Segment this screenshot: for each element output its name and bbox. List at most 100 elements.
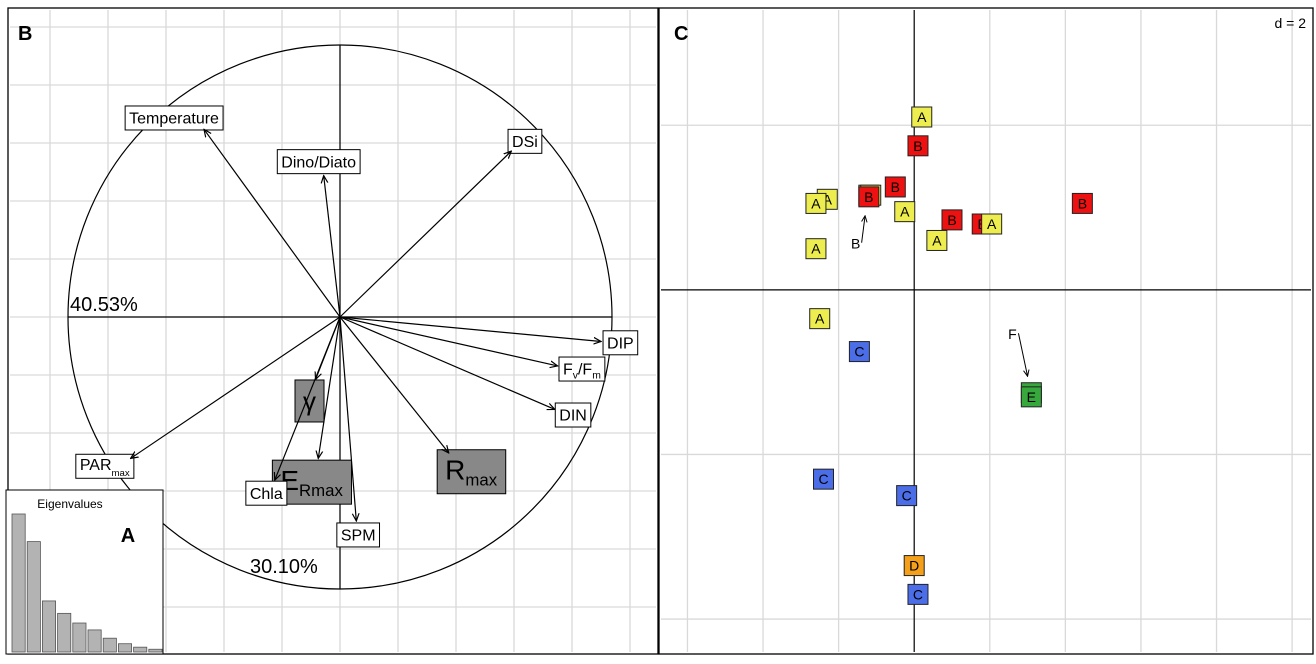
variable-label: PARmax	[75, 453, 135, 479]
sample-point-box	[805, 192, 827, 214]
variable-label-box	[602, 330, 639, 356]
loading-arrow	[339, 151, 511, 318]
sample-point: B	[1071, 192, 1093, 214]
panel-b-label: B	[18, 23, 32, 45]
sample-point-box	[911, 106, 933, 128]
variable-label-box	[276, 149, 361, 175]
sample-point: C	[848, 341, 870, 363]
sample-point-box	[884, 176, 906, 198]
sample-point-label: C	[913, 586, 923, 602]
panel-a-eigenvalues: Eigenvalues A	[5, 489, 164, 655]
sample-point-box	[848, 341, 870, 363]
annotation-arrow	[1017, 333, 1027, 376]
eigenvalue-bar	[148, 648, 163, 653]
panel-c-sample-scores: BFABAAABBABABABAAACCCDCEE	[661, 10, 1311, 652]
sample-point-box	[896, 485, 918, 507]
variable-label-text: SPM	[341, 528, 376, 545]
variable-label: Rmax	[436, 449, 507, 495]
variable-label-box	[124, 105, 224, 131]
variable-label-box	[245, 480, 288, 506]
variable-label-text: Chla	[250, 486, 283, 503]
sample-point: E	[1020, 386, 1042, 408]
sample-point: C	[896, 485, 918, 507]
grid-scale-label: d = 2	[1274, 15, 1306, 31]
loading-arrow	[204, 129, 341, 318]
loading-arrow	[131, 316, 341, 458]
eigenvalue-bar	[11, 513, 26, 653]
sample-point-label: A	[811, 195, 821, 211]
sample-point: C	[813, 468, 834, 490]
variable-label-box	[558, 356, 606, 382]
sample-point: D	[903, 555, 925, 577]
sample-point-label: E	[1027, 389, 1036, 405]
sample-point-box	[813, 468, 834, 490]
sample-point-box	[907, 135, 929, 157]
eigenvalue-bar	[87, 629, 102, 653]
sample-point: B	[858, 186, 880, 208]
sample-point: A	[926, 229, 948, 251]
sample-point-label: A	[987, 216, 997, 232]
eigenvalue-bar	[133, 646, 148, 653]
variable-label-box	[336, 522, 381, 548]
sample-point-box	[903, 555, 925, 577]
sample-point: A	[805, 192, 827, 214]
variable-label-text: γ	[303, 386, 316, 416]
variable-label-text: Dino/Diato	[281, 154, 356, 171]
sample-point-label: A	[815, 311, 825, 327]
variable-label: Chla	[245, 480, 288, 506]
eigenvalues-title: Eigenvalues	[37, 497, 102, 511]
variable-label: γ	[294, 379, 325, 423]
eigenvalue-bar	[42, 600, 57, 653]
panel-b-correlation-circle: 40.53% 30.10% Temperature Dino/Diato DSi DIP F…	[67, 44, 639, 590]
variable-label: DIN	[554, 402, 592, 428]
sample-point: A	[809, 308, 831, 330]
sample-point-label: B	[947, 212, 956, 228]
loading-arrow	[339, 316, 449, 453]
annotation-arrow	[862, 216, 865, 243]
sample-point-label: C	[902, 488, 912, 504]
loading-arrow	[339, 316, 555, 409]
sample-point-box	[941, 209, 963, 231]
loading-arrow	[318, 316, 341, 458]
loading-arrow	[339, 316, 356, 521]
sample-point-label: A	[900, 204, 910, 220]
variable-label-text: Fv/Fm	[563, 362, 601, 382]
sample-point-label: A	[811, 241, 821, 257]
panel-c-frame	[658, 7, 1314, 655]
eigenvalue-bar	[26, 541, 41, 653]
sample-point-label: B	[913, 138, 922, 154]
variable-label-text: DSi	[512, 134, 538, 151]
sample-point: B	[907, 135, 929, 157]
eigenvalue-bar	[118, 643, 133, 653]
sample-point-label: C	[854, 344, 864, 360]
variable-label-text: DIN	[559, 408, 587, 425]
sample-point-box	[1071, 192, 1093, 214]
loading-arrow	[275, 316, 341, 480]
sample-point: A	[911, 106, 933, 128]
eigenvalue-bar	[72, 622, 87, 653]
sample-point-label: C	[818, 471, 828, 487]
sample-point-label: D	[909, 558, 919, 574]
variable-label: Dino/Diato	[276, 149, 361, 175]
sample-point-box	[805, 238, 827, 260]
sample-point: A	[981, 213, 1003, 235]
variable-label: Fv/Fm	[558, 356, 606, 382]
sample-point-box	[1020, 386, 1042, 408]
annotation-label: F	[1008, 326, 1017, 342]
sample-point-label: A	[823, 191, 833, 207]
variable-label: Temperature	[124, 105, 224, 131]
eigenvalue-bar	[102, 637, 117, 653]
variable-label-box	[75, 453, 135, 479]
sample-point-box	[858, 186, 880, 208]
sample-point-box	[981, 213, 1003, 235]
variable-label: DIP	[602, 330, 639, 356]
variable-label: SPM	[336, 522, 381, 548]
eigenvalue-bar	[57, 612, 72, 653]
variable-label-box	[294, 379, 325, 423]
variable-label-box	[554, 402, 592, 428]
sample-point-box	[907, 583, 929, 605]
sample-point: A	[805, 238, 827, 260]
sample-point-label: A	[932, 232, 942, 248]
sample-point-box	[809, 308, 831, 330]
